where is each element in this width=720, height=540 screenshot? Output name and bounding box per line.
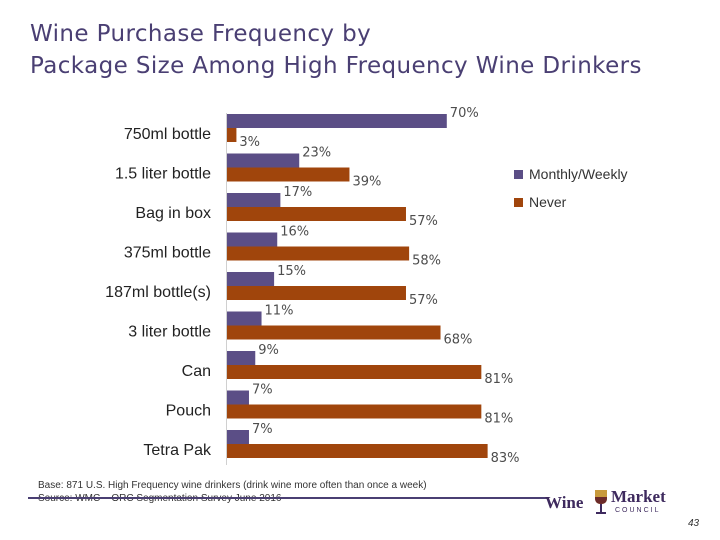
legend-swatch-never [514,197,523,207]
data-label-monthly-weekly-187ml-bottle-s: 15% [277,264,306,279]
logo-word-wine: Wine [545,493,584,512]
category-label-750ml-bottle: 750ml bottle [124,126,211,143]
data-label-monthly-weekly-750ml-bottle: 70% [450,106,479,121]
bar-never-375ml-bottle [227,246,410,261]
data-label-monthly-weekly-375ml-bottle: 16% [280,225,309,240]
bar-monthly-weekly-3-liter-bottle [227,311,262,326]
bar-monthly-weekly-187ml-bottle-s [227,272,275,286]
legend-label-monthly-weekly: Monthly/Weekly [529,166,628,182]
bar-monthly-weekly-bag-in-box [227,193,281,207]
category-label-tetra-pak: Tetra Pak [143,442,212,459]
chart-title: Wine Purchase Frequency by Package Size … [30,18,700,82]
legend: Monthly/Weekly Never [514,160,628,216]
category-label-pouch: Pouch [166,403,211,420]
bar-monthly-weekly-tetra-pak [227,430,249,444]
chart-title-line-1: Wine Purchase Frequency by [30,21,372,47]
data-label-never-750ml-bottle: 3% [239,135,260,150]
wine-glass-icon [595,490,607,514]
data-label-never-375ml-bottle: 58% [412,254,441,269]
page-number: 43 [688,518,700,529]
legend-label-never: Never [529,194,567,210]
category-label-bag-in-box: Bag in box [135,205,211,222]
data-label-never-tetra-pak: 83% [491,451,520,466]
footnote-base: Base: 871 U.S. High Frequency wine drink… [38,480,427,491]
bar-monthly-weekly-can [227,351,256,365]
data-label-never-3-liter-bottle: 68% [444,333,473,348]
data-label-monthly-weekly-can: 9% [258,343,279,358]
footer-divider [28,497,548,499]
chart-title-line-2: Package Size Among High Frequency Wine D… [30,53,642,79]
bar-never-can [227,365,482,379]
data-label-never-pouch: 81% [484,412,513,427]
category-label-375ml-bottle: 375ml bottle [124,245,211,262]
legend-item-never: Never [514,188,628,216]
footnote: Base: 871 U.S. High Frequency wine drink… [38,479,427,505]
legend-swatch-monthly-weekly [514,169,523,179]
bar-monthly-weekly-375ml-bottle [227,232,278,247]
bar-never-750ml-bottle [227,128,237,142]
bar-never-bag-in-box [227,207,406,221]
data-label-never-bag-in-box: 57% [409,214,438,229]
data-label-never-can: 81% [484,372,513,387]
category-label-can: Can [182,363,211,380]
legend-item-monthly-weekly: Monthly/Weekly [514,160,628,188]
bar-chart: 750ml bottle 70% 3% 1.5 liter bottle 23% 39% B… [105,106,520,466]
logo-word-market: Market [611,487,666,506]
data-label-monthly-weekly-bag-in-box: 17% [283,185,312,200]
data-label-never-1-5-liter-bottle: 39% [352,175,381,190]
bar-monthly-weekly-750ml-bottle [227,114,447,128]
category-label-3-liter-bottle: 3 liter bottle [128,324,211,341]
data-label-never-187ml-bottle-s: 57% [409,293,438,308]
bar-monthly-weekly-pouch [227,390,249,405]
bar-never-1-5-liter-bottle [227,167,350,182]
bar-never-pouch [227,404,482,419]
data-label-monthly-weekly-pouch: 7% [252,383,273,398]
wine-market-council-logo: Wine Market COUNCIL [545,487,666,517]
data-label-monthly-weekly-tetra-pak: 7% [252,422,273,437]
bar-never-tetra-pak [227,444,488,458]
data-label-monthly-weekly-1-5-liter-bottle: 23% [302,146,331,161]
bar-never-3-liter-bottle [227,325,441,340]
data-label-monthly-weekly-3-liter-bottle: 11% [265,304,294,319]
bar-never-187ml-bottle-s [227,286,406,300]
category-label-187ml-bottle-s: 187ml bottle(s) [105,284,211,301]
logo-word-council: COUNCIL [615,507,661,514]
category-label-1-5-liter-bottle: 1.5 liter bottle [115,166,211,183]
bar-monthly-weekly-1-5-liter-bottle [227,153,300,168]
